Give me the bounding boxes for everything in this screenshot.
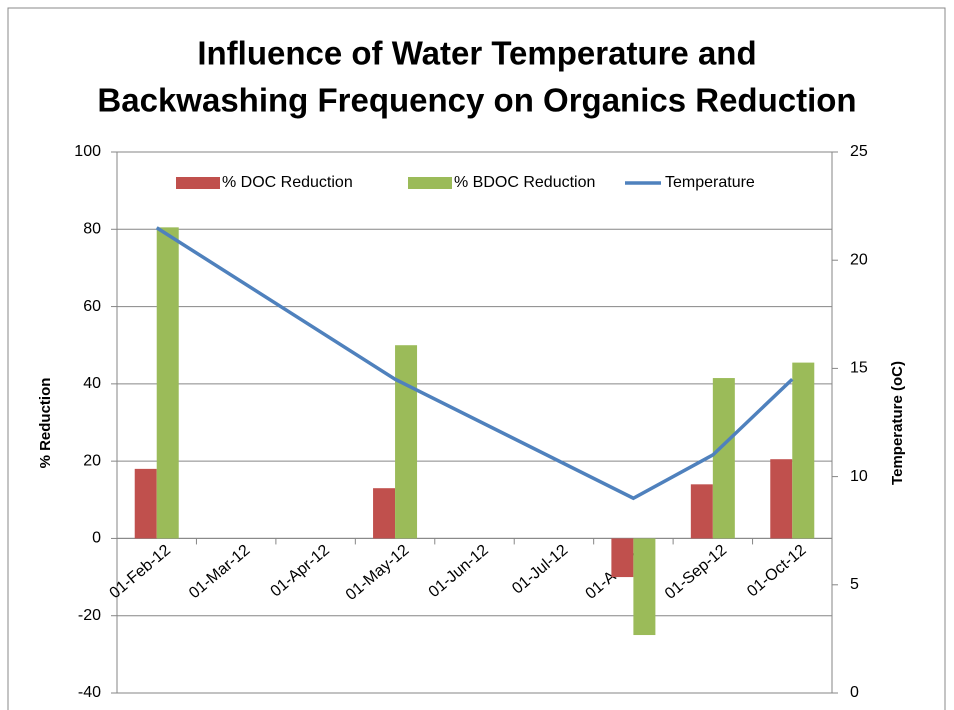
chart-title: Influence of Water Temperature and (197, 35, 756, 72)
line (155, 226, 794, 501)
bar (156, 227, 179, 539)
y-tick-label: 0 (92, 530, 101, 547)
x-tick-label: 01-Apr-12 (267, 542, 333, 601)
y2-tick-label: 20 (850, 251, 868, 268)
x-tick-label: 01-Jul-12 (509, 542, 571, 598)
legend-swatch (176, 177, 220, 189)
y-axis-title: % Reduction (37, 378, 54, 469)
bar (373, 488, 396, 539)
y-tick-label: 100 (74, 143, 101, 160)
bar (792, 362, 815, 539)
bar (690, 484, 713, 539)
y-tick-label: 20 (83, 452, 101, 469)
bar (611, 538, 634, 578)
legend-label: % DOC Reduction (222, 174, 353, 191)
y-tick-label: 40 (83, 375, 101, 392)
x-tick-label: 01-Jun-12 (426, 542, 492, 601)
x-tick-label: 01-Mar-12 (186, 542, 254, 603)
y-tick-label: 60 (83, 298, 101, 315)
bar (633, 538, 656, 636)
x-tick-label: 01-Oct-12 (744, 542, 810, 601)
legend-label: Temperature (665, 174, 755, 191)
y2-axis-title: Temperature (oC) (889, 361, 906, 485)
y-tick-label: -20 (78, 607, 101, 624)
x-tick-label: 01-Sep-12 (662, 542, 730, 603)
bar (770, 459, 793, 539)
chart-border (7, 7, 946, 710)
y2-tick-label: 5 (850, 576, 859, 593)
y-tick-label: 80 (83, 221, 101, 238)
y2-tick-label: 25 (850, 143, 868, 160)
y-tick-label: -40 (78, 684, 101, 701)
legend-swatch (408, 177, 452, 189)
y2-tick-label: 15 (850, 360, 868, 377)
bar (712, 378, 735, 539)
y2-tick-label: 0 (850, 684, 859, 701)
bar (395, 345, 418, 539)
x-tick-label: 01-May-12 (343, 542, 413, 604)
legend-label: % BDOC Reduction (454, 174, 595, 191)
chart-title: Backwashing Frequency on Organics Reduct… (97, 82, 856, 119)
y2-tick-label: 10 (850, 468, 868, 485)
bar (134, 468, 157, 539)
